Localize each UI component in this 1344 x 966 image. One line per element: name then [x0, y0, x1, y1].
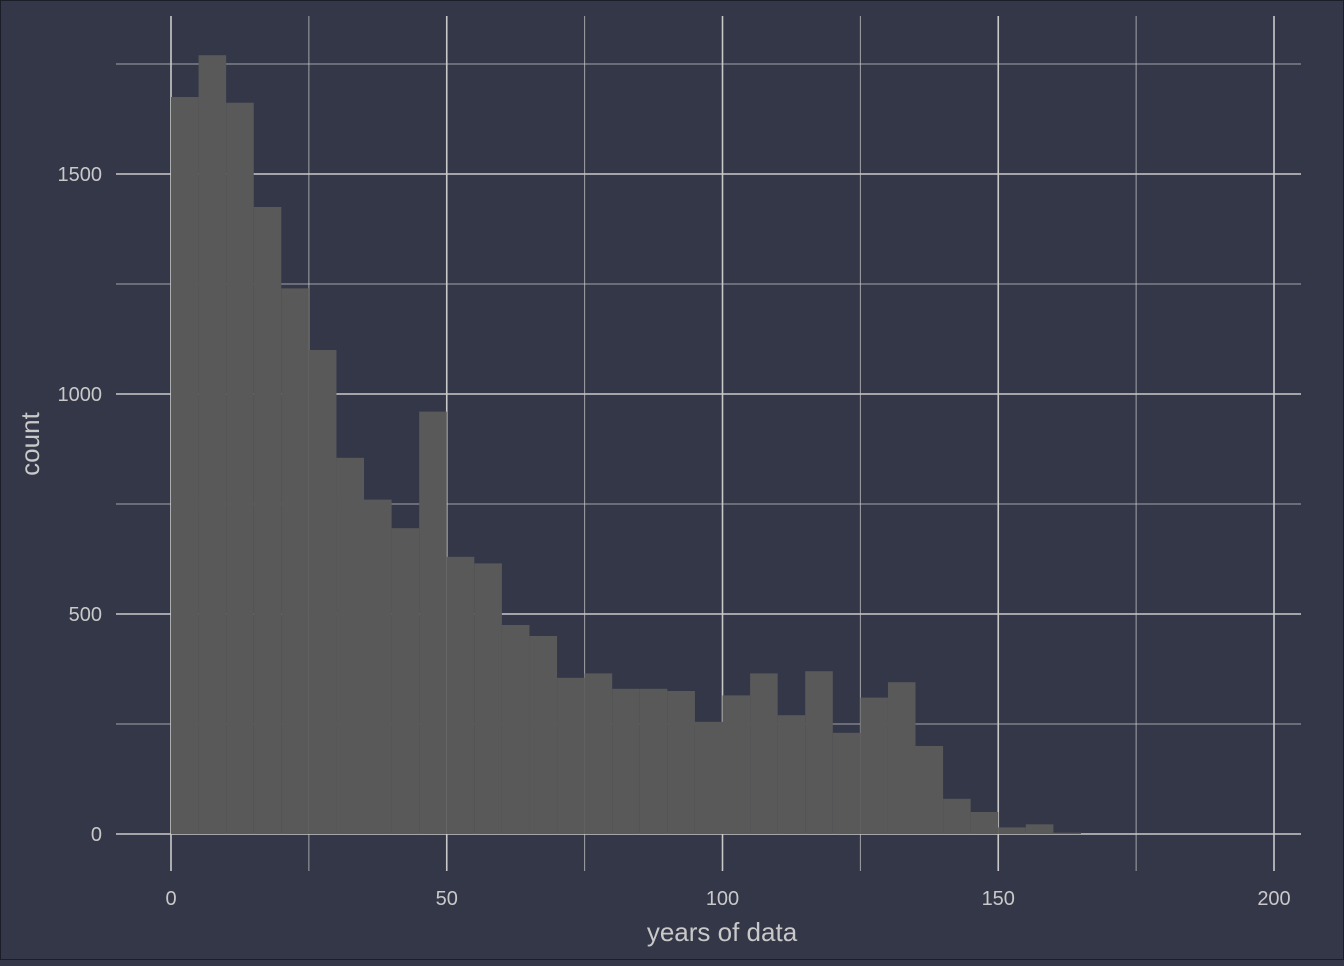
histogram-bar: [750, 673, 778, 834]
x-tick-label: 200: [1257, 888, 1290, 910]
histogram-bar: [1053, 832, 1081, 834]
x-tick-label: 100: [706, 888, 739, 910]
histogram-bar: [308, 350, 337, 834]
x-tick-label: 150: [982, 888, 1015, 910]
histogram-bar: [474, 563, 502, 834]
histogram-bar: [970, 812, 999, 834]
histogram-bar: [253, 207, 282, 834]
y-axis-title: count: [15, 411, 45, 475]
histogram-bar: [557, 677, 585, 834]
histogram-bar: [805, 671, 833, 834]
histogram-bar: [364, 499, 392, 834]
histogram-bar: [694, 721, 723, 834]
histogram-bar: [336, 457, 365, 834]
histogram-bar: [419, 411, 447, 834]
histogram-bar: [1025, 824, 1054, 834]
histogram-bar: [667, 691, 695, 834]
y-tick-label: 1000: [58, 384, 103, 406]
y-tick-label: 0: [91, 824, 102, 846]
histogram-bar: [777, 715, 806, 834]
x-tick-label: 50: [436, 888, 458, 910]
histogram-bar: [832, 732, 861, 834]
histogram-bar: [860, 697, 888, 834]
histogram-bar: [639, 688, 668, 834]
histogram-bar: [391, 528, 420, 834]
histogram-bar: [998, 827, 1026, 834]
histogram-bar: [529, 636, 558, 834]
histogram-bar: [226, 102, 254, 835]
histogram-bar: [943, 798, 971, 834]
y-tick-label: 500: [69, 604, 102, 626]
histogram-bar: [887, 682, 916, 834]
x-axis-title: years of data: [647, 917, 798, 947]
histogram-bar: [281, 288, 309, 834]
histogram-bar: [915, 746, 944, 834]
histogram-bar: [584, 673, 613, 834]
x-tick-label: 0: [165, 888, 176, 910]
histogram-bar: [198, 55, 227, 834]
histogram-bar: [501, 625, 530, 834]
histogram-bar: [171, 97, 199, 834]
histogram-bar: [722, 695, 751, 834]
x-axis-ticks: 0 50 100 150 200: [165, 888, 1290, 910]
histogram-bar: [612, 688, 640, 834]
y-axis-ticks: 0 500 1000 1500: [58, 164, 103, 846]
histogram-bar: [446, 556, 475, 834]
y-tick-label: 1500: [58, 164, 103, 186]
histogram-bars: [171, 55, 1081, 835]
